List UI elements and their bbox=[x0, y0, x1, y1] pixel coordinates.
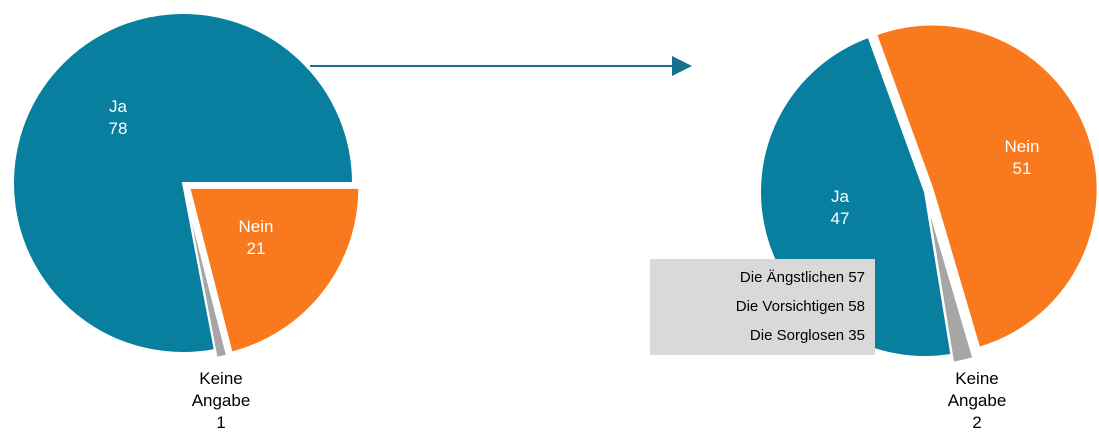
pie-slice bbox=[925, 199, 975, 364]
slice-label: Ja 47 bbox=[795, 186, 885, 230]
slice-value: 47 bbox=[830, 209, 850, 228]
slice-label: Keine Angabe 2 bbox=[942, 368, 1012, 434]
slice-value: 51 bbox=[1012, 159, 1032, 178]
slice-name: Keine Angabe bbox=[947, 369, 1007, 410]
annotation-line: Die Sorglosen 35 bbox=[749, 327, 865, 344]
pie-slice bbox=[183, 190, 229, 359]
slice-name: Nein bbox=[238, 217, 274, 236]
pie-slice bbox=[188, 186, 361, 354]
slice-name: Ja bbox=[109, 97, 127, 116]
slice-label: Nein 51 bbox=[977, 136, 1067, 180]
pie-slice bbox=[12, 12, 355, 354]
slice-name: Nein bbox=[1004, 137, 1040, 156]
slice-label: Nein 21 bbox=[211, 216, 301, 260]
slice-label: Ja 78 bbox=[73, 96, 163, 140]
slice-value: 21 bbox=[246, 239, 266, 258]
slice-name: Ja bbox=[831, 187, 849, 206]
slice-label: Keine Angabe 1 bbox=[186, 368, 256, 434]
slice-name: Keine Angabe bbox=[191, 369, 251, 410]
annotation-line: Die Ängstlichen 57 bbox=[739, 269, 865, 286]
slice-value: 1 bbox=[216, 413, 226, 432]
pie-slice bbox=[874, 23, 1099, 350]
annotation-box: Die Ängstlichen 57 Die Vorsichtigen 58 Die… bbox=[650, 259, 875, 355]
slice-value: 2 bbox=[972, 413, 982, 432]
slice-value: 78 bbox=[108, 119, 128, 138]
annotation-line: Die Vorsichtigen 58 bbox=[735, 298, 865, 315]
